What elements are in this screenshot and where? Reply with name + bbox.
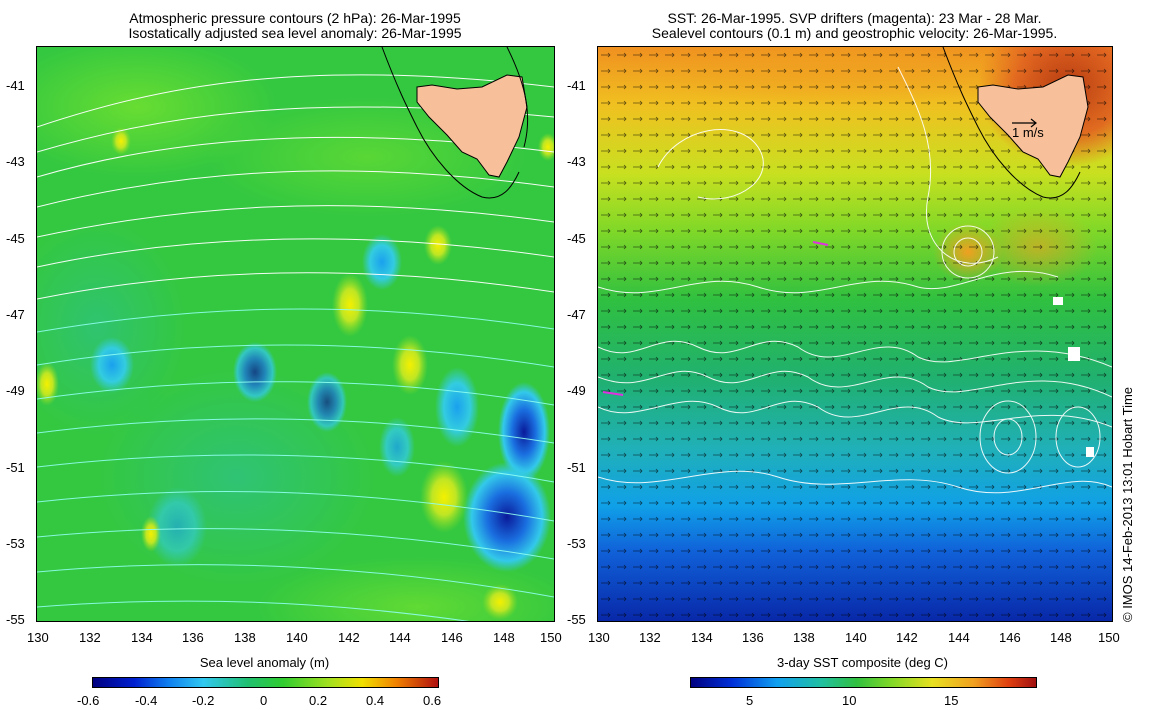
left-colorbar-label: Sea level anomaly (m) — [199, 655, 330, 670]
tasmania-land — [416, 74, 528, 178]
right-y-tick: -51 — [567, 460, 586, 475]
right-colorbar-tick: 15 — [944, 693, 959, 708]
right-x-tick: 146 — [999, 630, 1021, 645]
left-x-tick: 138 — [234, 630, 256, 645]
left-colorbar-tick: -0.4 — [135, 693, 158, 708]
right-colorbar — [690, 677, 1037, 688]
right-x-tick: 132 — [639, 630, 661, 645]
left-y-tick: -51 — [6, 460, 25, 475]
left-colorbar-tick: 0 — [260, 693, 268, 708]
right-x-tick: 150 — [1098, 630, 1120, 645]
right-y-tick: -47 — [567, 307, 586, 322]
velocity-scale-arrow — [1012, 118, 1037, 128]
right-x-tick: 130 — [588, 630, 610, 645]
left-title-line2: Isostatically adjusted sea level anomaly… — [128, 25, 462, 41]
left-x-tick: 136 — [182, 630, 204, 645]
right-colorbar-tick: 10 — [842, 693, 857, 708]
left-map — [36, 46, 555, 622]
left-y-tick: -55 — [6, 612, 25, 627]
left-colorbar-tick: 0.2 — [309, 693, 328, 708]
left-y-tick: -47 — [6, 307, 25, 322]
left-title-line1: Atmospheric pressure contours (2 hPa): 2… — [129, 10, 461, 26]
left-x-tick: 144 — [389, 630, 411, 645]
left-colorbar — [92, 677, 439, 688]
right-x-tick: 142 — [896, 630, 918, 645]
right-map-canvas — [598, 47, 1112, 621]
velocity-scale-label: 1 m/s — [1012, 125, 1044, 140]
left-x-tick: 150 — [540, 630, 562, 645]
right-x-tick: 140 — [845, 630, 867, 645]
left-x-tick: 148 — [493, 630, 515, 645]
left-y-tick: -49 — [6, 383, 25, 398]
right-y-tick: -55 — [567, 612, 586, 627]
right-colorbar-tick: 5 — [746, 693, 754, 708]
left-colorbar-tick: 0.4 — [366, 693, 385, 708]
left-x-tick: 146 — [441, 630, 463, 645]
right-y-tick: -45 — [567, 231, 586, 246]
left-colorbar-tick: -0.6 — [77, 693, 100, 708]
left-y-tick: -45 — [6, 231, 25, 246]
left-y-tick: -53 — [6, 536, 25, 551]
left-y-tick: -41 — [6, 78, 25, 93]
right-map: 1 m/s — [597, 46, 1113, 622]
left-y-tick: -43 — [6, 154, 25, 169]
right-y-tick: -53 — [567, 536, 586, 551]
left-x-tick: 142 — [338, 630, 360, 645]
left-x-tick: 134 — [131, 630, 153, 645]
right-colorbar-label: 3-day SST composite (deg C) — [777, 655, 948, 670]
left-x-tick: 132 — [79, 630, 101, 645]
right-x-tick: 148 — [1050, 630, 1072, 645]
right-title-line1: SST: 26-Mar-1995. SVP drifters (magenta)… — [667, 10, 1042, 26]
right-y-tick: -49 — [567, 383, 586, 398]
right-x-tick: 144 — [948, 630, 970, 645]
right-title-line2: Sealevel contours (0.1 m) and geostrophi… — [651, 25, 1058, 41]
right-x-tick: 134 — [691, 630, 713, 645]
left-colorbar-tick: 0.6 — [423, 693, 442, 708]
right-x-tick: 138 — [793, 630, 815, 645]
left-x-tick: 140 — [286, 630, 308, 645]
left-colorbar-tick: -0.2 — [192, 693, 215, 708]
right-y-tick: -41 — [567, 78, 586, 93]
right-y-tick: -43 — [567, 154, 586, 169]
copyright-text: © IMOS 14-Feb-2013 13:01 Hobart Time — [1120, 386, 1135, 622]
left-map-canvas — [37, 47, 554, 621]
left-x-tick: 130 — [27, 630, 49, 645]
right-x-tick: 136 — [742, 630, 764, 645]
